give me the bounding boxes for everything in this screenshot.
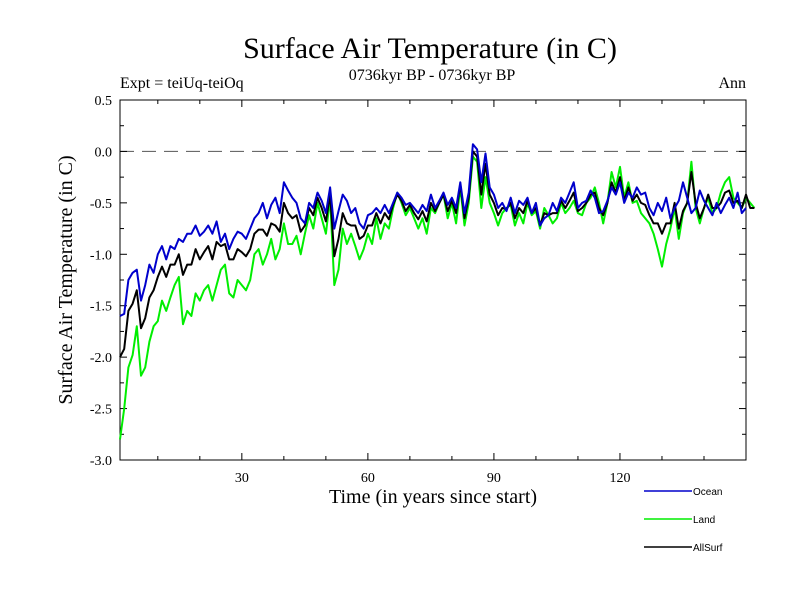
series-lines: [119, 143, 756, 440]
y-tick-label: -3.0: [90, 454, 112, 469]
legend-label-ocean: Ocean: [693, 487, 722, 498]
y-tick-label: -2.0: [90, 351, 112, 366]
x-tick-label: 90: [487, 471, 501, 486]
legend: Ocean Land AllSurf: [644, 487, 723, 554]
series-line-allsurf: [119, 150, 755, 358]
legend-label-land: Land: [693, 515, 715, 526]
chart-title: Surface Air Temperature (in C): [243, 32, 617, 65]
y-tick-label: -0.5: [90, 197, 112, 212]
x-tick-label: 120: [609, 471, 630, 486]
legend-label-allsurf: AllSurf: [693, 543, 723, 554]
season-label: Ann: [718, 75, 746, 92]
x-axis: 30 60 90 120: [157, 100, 705, 486]
x-tick-label: 60: [361, 471, 375, 486]
y-tick-label: -1.5: [90, 300, 112, 315]
chart-subtitle: 0736kyr BP - 0736kyr BP: [349, 67, 516, 84]
x-tick-label: 30: [235, 471, 249, 486]
y-axis: 0.5 0.0 -0.5 -1.0 -1.5 -2.0 -2.5 -3.0: [90, 94, 746, 469]
y-tick-label: -1.0: [90, 248, 112, 263]
experiment-label: Expt = teiUq-teiOq: [120, 75, 244, 92]
y-tick-label: 0.0: [95, 145, 113, 160]
y-axis-label: Surface Air Temperature (in C): [55, 155, 77, 404]
series-line-land: [119, 155, 756, 440]
plot-frame: [119, 99, 747, 461]
y-tick-label: 0.5: [95, 94, 113, 109]
series-line-ocean: [119, 143, 747, 317]
y-tick-label: -2.5: [90, 403, 112, 418]
x-axis-label: Time (in years since start): [329, 486, 537, 508]
